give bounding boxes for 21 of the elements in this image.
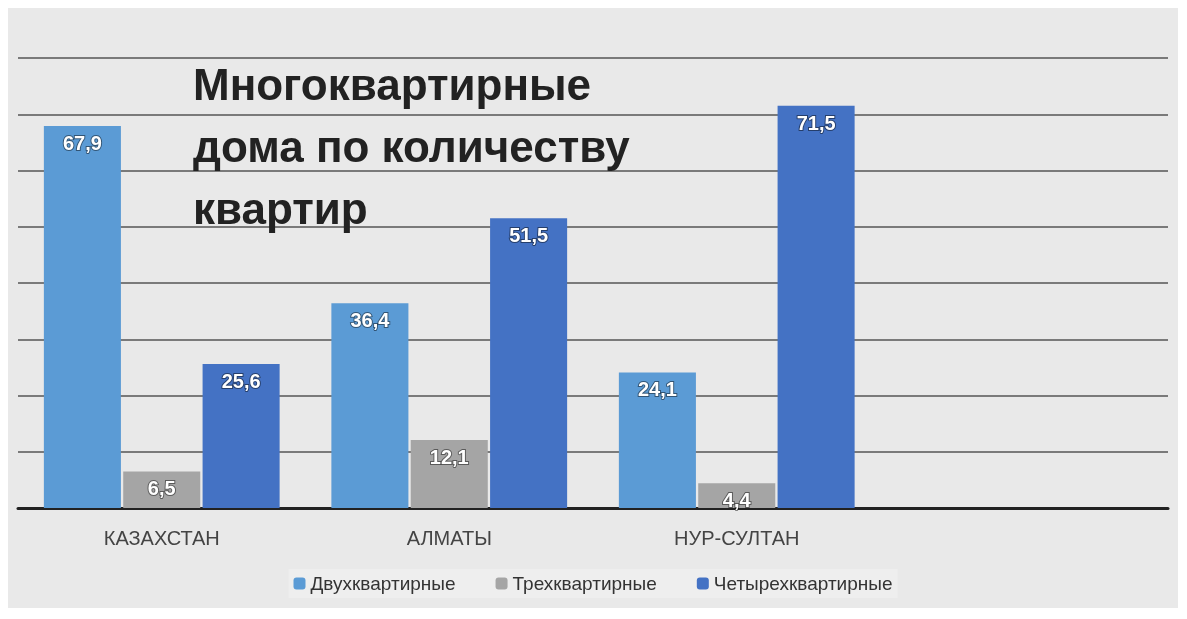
bar <box>410 439 488 508</box>
bar <box>202 364 280 508</box>
bar <box>618 372 696 508</box>
data-label: 6,5 <box>147 477 176 500</box>
data-label: 12,1 <box>429 445 469 468</box>
x-tick-label: НУР-СУЛТАН <box>674 527 800 549</box>
x-tick-label: КАЗАХСТАН <box>103 527 220 549</box>
data-label: 71,5 <box>796 111 836 134</box>
data-label: 67,9 <box>62 132 102 155</box>
data-label: 24,1 <box>637 378 677 401</box>
x-tick-label: АЛМАТЫ <box>406 527 492 549</box>
legend-label: Четырехквартирные <box>713 573 893 594</box>
bar <box>43 126 121 508</box>
legend-label: Двухквартирные <box>310 573 456 594</box>
data-label: 25,6 <box>221 370 261 392</box>
bar <box>777 105 855 508</box>
data-label: 36,4 <box>350 309 391 332</box>
bar <box>331 303 409 508</box>
data-label: 4,4 <box>722 489 752 512</box>
legend-label: Трехквартирные <box>512 573 657 594</box>
bar <box>490 218 568 508</box>
